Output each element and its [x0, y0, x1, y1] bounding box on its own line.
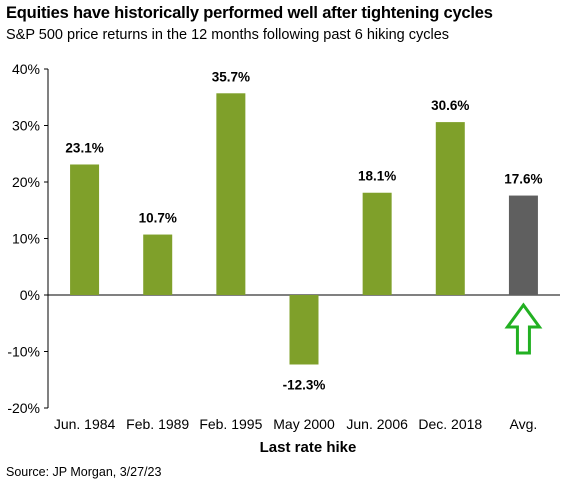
source-note: Source: JP Morgan, 3/27/23 — [6, 465, 162, 479]
data-label: 23.1% — [65, 140, 103, 155]
x-tick-label: Feb. 1989 — [126, 416, 189, 432]
data-label: -12.3% — [283, 377, 326, 392]
x-tick-label: Dec. 2018 — [418, 416, 482, 432]
chart-title: Equities have historically performed wel… — [6, 4, 493, 22]
y-tick-label: 0% — [20, 287, 40, 303]
data-label: 18.1% — [358, 169, 396, 184]
up-arrow-icon — [504, 302, 543, 355]
x-tick-label: Avg. — [510, 416, 538, 432]
data-label: 30.6% — [431, 98, 469, 113]
data-label: 35.7% — [212, 69, 250, 84]
bar — [508, 195, 538, 295]
data-label: 10.7% — [139, 211, 177, 226]
y-tick-label: 20% — [12, 174, 40, 190]
x-tick-label: Jun. 1984 — [54, 416, 116, 432]
bar — [362, 192, 392, 295]
y-tick-label: 30% — [12, 118, 40, 134]
y-tick-label: -10% — [7, 344, 40, 360]
bar — [216, 93, 246, 295]
x-tick-label: Feb. 1995 — [199, 416, 262, 432]
bar — [435, 122, 465, 295]
y-tick-label: 10% — [12, 231, 40, 247]
bar — [143, 234, 173, 295]
y-tick-label: 40% — [12, 61, 40, 77]
data-label: 17.6% — [504, 172, 542, 187]
bar — [70, 164, 100, 295]
x-tick-label: May 2000 — [273, 416, 335, 432]
x-tick-label: Jun. 2006 — [346, 416, 408, 432]
chart-subtitle: S&P 500 price returns in the 12 months f… — [6, 27, 450, 43]
x-axis-label: Last rate hike — [260, 439, 357, 456]
bar — [289, 295, 319, 365]
y-tick-label: -20% — [7, 400, 40, 416]
